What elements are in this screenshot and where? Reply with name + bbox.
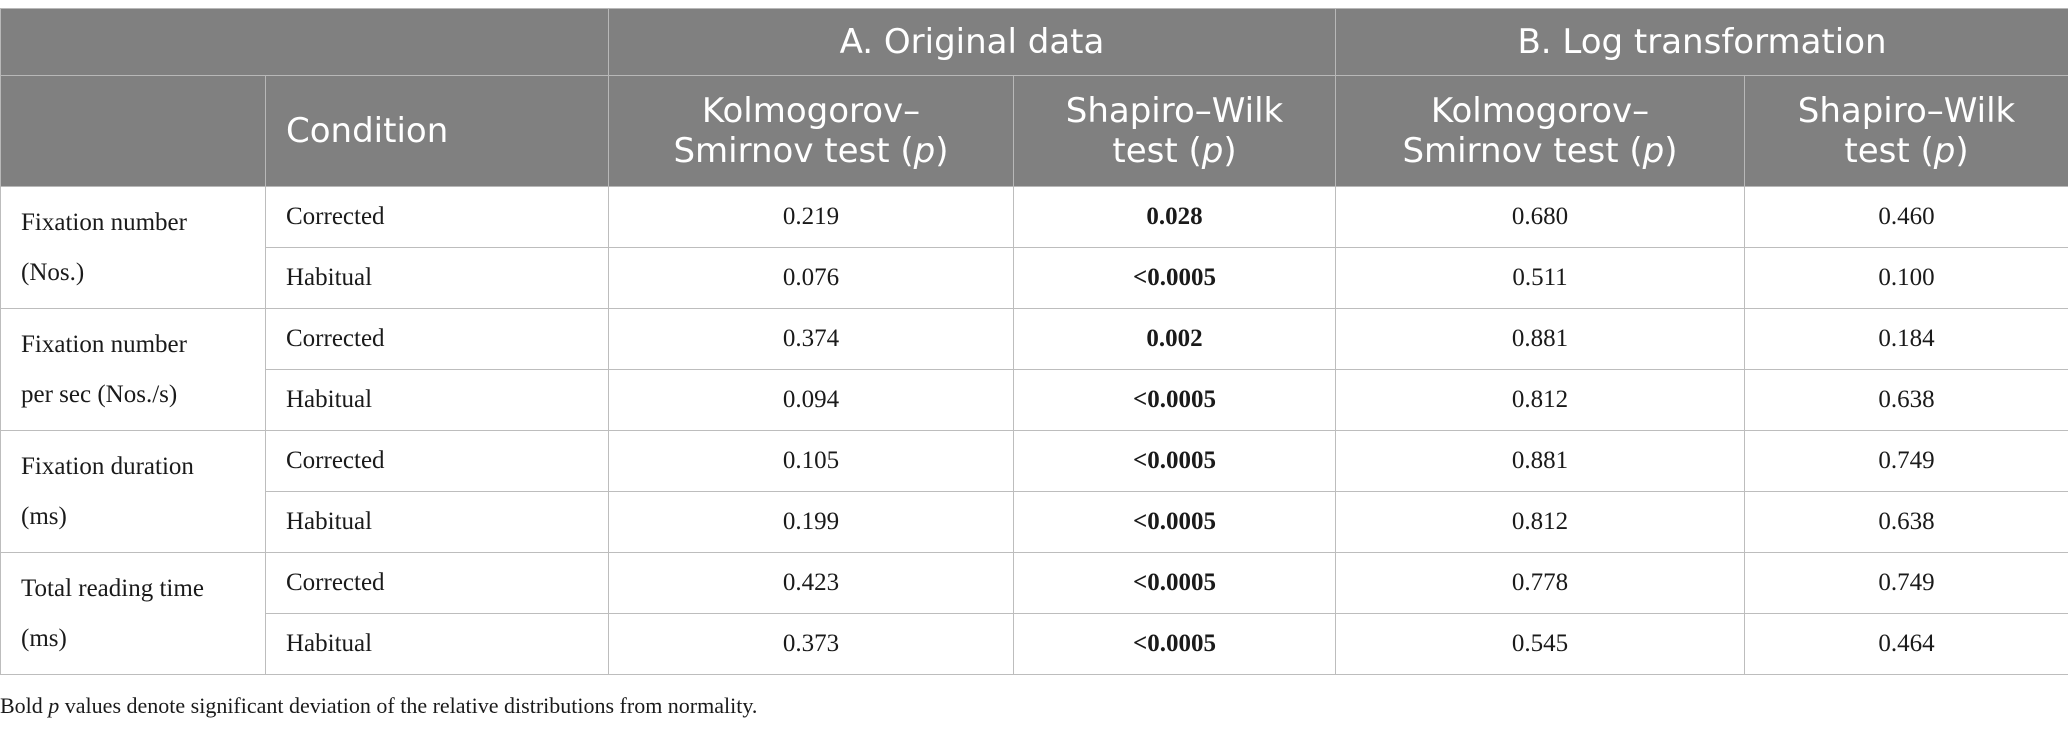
b-ks-value: 0.680 xyxy=(1335,186,1745,248)
a-sw-value: 0.002 xyxy=(1013,308,1336,370)
header-empty-cell xyxy=(0,8,609,76)
sw-line2: test (p) xyxy=(1844,131,1969,171)
b-sw-value: 0.638 xyxy=(1744,369,2068,431)
a-sw-value: <0.0005 xyxy=(1013,613,1336,675)
table-row: Habitual 0.076 <0.0005 0.511 0.100 xyxy=(1,247,2068,309)
b-ks-value: 0.511 xyxy=(1335,247,1745,309)
a-sw-value: <0.0005 xyxy=(1013,369,1336,431)
b-sw-header: Shapiro–Wilk test (p) xyxy=(1744,75,2068,187)
b-sw-value: 0.464 xyxy=(1744,613,2068,675)
sw-line1: Shapiro–Wilk xyxy=(1065,91,1284,131)
condition-cell: Corrected xyxy=(265,308,609,370)
measure-cell: Fixation number per sec (Nos./s) xyxy=(0,308,266,431)
condition-cell: Corrected xyxy=(265,552,609,614)
a-ks-value: 0.094 xyxy=(608,369,1014,431)
ks-line2: Smirnov test (p) xyxy=(1402,131,1678,171)
table-row: Fixation number per sec (Nos./s) Correcte… xyxy=(0,308,2068,431)
measure-cell: Fixation number (Nos.) xyxy=(0,186,266,309)
condition-cell: Habitual xyxy=(265,247,609,309)
b-ks-value: 0.778 xyxy=(1335,552,1745,614)
a-ks-value: 0.423 xyxy=(608,552,1014,614)
table-header: A. Original data B. Log transformation C… xyxy=(0,8,2068,187)
group-b-header: B. Log transformation xyxy=(1335,8,2068,76)
condition-cell: Habitual xyxy=(265,491,609,553)
normality-test-table: A. Original data B. Log transformation C… xyxy=(0,8,2068,675)
ks-line2: Smirnov test (p) xyxy=(673,131,949,171)
b-ks-header: Kolmogorov– Smirnov test (p) xyxy=(1335,75,1745,187)
table-body: Fixation number (Nos.) Corrected 0.219 0.… xyxy=(0,186,2068,675)
a-sw-value: <0.0005 xyxy=(1013,552,1336,614)
b-sw-value: 0.184 xyxy=(1744,308,2068,370)
condition-header: Condition xyxy=(265,75,609,187)
ks-line1: Kolmogorov– xyxy=(1430,91,1650,131)
b-ks-value: 0.881 xyxy=(1335,430,1745,492)
a-ks-header: Kolmogorov– Smirnov test (p) xyxy=(608,75,1014,187)
table-row: Fixation duration (ms) Corrected 0.105 <0… xyxy=(0,430,2068,553)
b-ks-value: 0.812 xyxy=(1335,491,1745,553)
header-blank-measure xyxy=(0,75,266,187)
a-ks-value: 0.373 xyxy=(608,613,1014,675)
condition-cell: Habitual xyxy=(265,613,609,675)
b-ks-value: 0.812 xyxy=(1335,369,1745,431)
b-sw-value: 0.100 xyxy=(1744,247,2068,309)
b-sw-value: 0.638 xyxy=(1744,491,2068,553)
a-ks-value: 0.374 xyxy=(608,308,1014,370)
table-footnote: Bold p values denote significant deviati… xyxy=(0,693,758,718)
b-ks-value: 0.881 xyxy=(1335,308,1745,370)
table-row: Habitual 0.094 <0.0005 0.812 0.638 xyxy=(1,369,2068,431)
table-row: Habitual 0.199 <0.0005 0.812 0.638 xyxy=(1,491,2068,553)
condition-cell: Corrected xyxy=(265,430,609,492)
measure-cell: Fixation duration (ms) xyxy=(0,430,266,553)
a-ks-value: 0.105 xyxy=(608,430,1014,492)
a-sw-value: <0.0005 xyxy=(1013,247,1336,309)
b-sw-value: 0.749 xyxy=(1744,552,2068,614)
a-sw-value: 0.028 xyxy=(1013,186,1336,248)
sw-line2: test (p) xyxy=(1112,131,1237,171)
table-row: Total reading time (ms) Corrected 0.423 <… xyxy=(0,552,2068,675)
a-sw-value: <0.0005 xyxy=(1013,491,1336,553)
condition-cell: Habitual xyxy=(265,369,609,431)
measure-cell: Total reading time (ms) xyxy=(0,552,266,675)
a-ks-value: 0.219 xyxy=(608,186,1014,248)
group-a-header: A. Original data xyxy=(608,8,1336,76)
sw-line1: Shapiro–Wilk xyxy=(1797,91,2016,131)
b-sw-value: 0.460 xyxy=(1744,186,2068,248)
b-sw-value: 0.749 xyxy=(1744,430,2068,492)
condition-cell: Corrected xyxy=(265,186,609,248)
table-row: Fixation number (Nos.) Corrected 0.219 0.… xyxy=(0,186,2068,309)
a-sw-header: Shapiro–Wilk test (p) xyxy=(1013,75,1336,187)
ks-line1: Kolmogorov– xyxy=(701,91,921,131)
a-ks-value: 0.199 xyxy=(608,491,1014,553)
a-sw-value: <0.0005 xyxy=(1013,430,1336,492)
table-row: Habitual 0.373 <0.0005 0.545 0.464 xyxy=(1,613,2068,675)
b-ks-value: 0.545 xyxy=(1335,613,1745,675)
a-ks-value: 0.076 xyxy=(608,247,1014,309)
